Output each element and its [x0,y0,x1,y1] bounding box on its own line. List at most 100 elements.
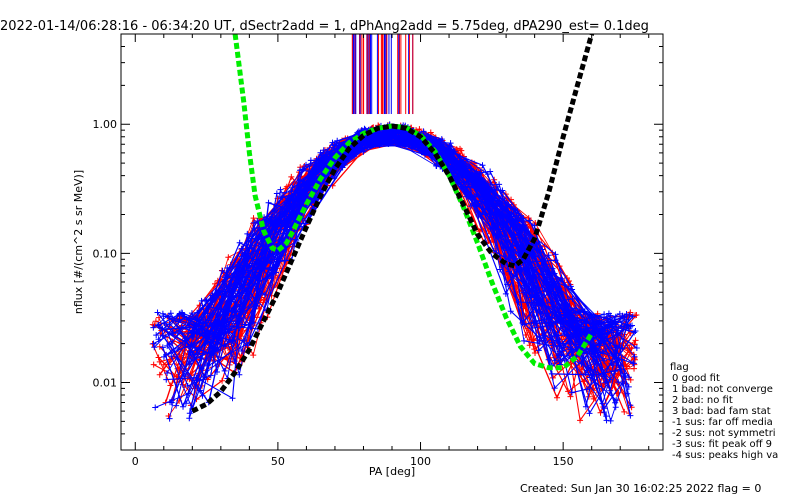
trace-marker [552,251,559,258]
trace-marker [300,166,307,173]
trace-marker [433,162,440,169]
trace-marker [427,129,434,136]
trace-marker [433,137,440,144]
trace-marker [164,369,171,376]
trace-marker [521,289,528,296]
trace-marker [633,344,640,351]
trace-marker [536,301,543,308]
trace-marker [307,157,314,164]
trace-marker [631,329,638,336]
trace-marker [545,356,552,363]
trace-marker [615,389,622,396]
trace-marker [625,374,632,381]
trace-marker [186,410,193,417]
trace-marker [598,335,605,342]
trace-marker [250,319,257,326]
trace-marker [334,137,341,144]
trace-marker [627,412,634,419]
trace-marker [174,345,181,352]
trace-marker [476,171,483,178]
trace-marker [566,318,573,325]
trace-marker [631,353,638,360]
trace-marker [447,140,454,147]
trace-line [191,136,605,336]
trace-marker [558,345,565,352]
legend-entry: 3 bad: bad fam stat [672,406,771,417]
trace-marker [533,241,540,248]
trace-marker [619,312,626,319]
trace-marker [477,169,484,176]
trace-marker [632,356,639,363]
trace-marker [166,415,173,422]
trace-marker [207,372,214,379]
trace-marker [474,180,481,187]
trace-marker [150,340,157,347]
trace-marker [526,342,533,349]
trace-marker [529,325,536,332]
legend-entry: -2 sus: not symmetri [672,428,776,439]
trace-marker [229,395,236,402]
trace-marker [505,256,512,263]
trace-marker [189,351,196,358]
trace-marker [612,399,619,406]
trace-marker [150,361,157,368]
trace-marker [552,257,559,264]
trace-marker [315,155,322,162]
trace-marker [583,386,590,393]
trace-marker [607,417,614,424]
trace-marker [621,408,628,415]
legend-title: flag [670,362,689,373]
data-lines-group [149,34,640,424]
trace-marker [615,379,622,386]
trace-marker [159,310,166,317]
trace-marker [173,402,180,409]
trace-marker [220,278,227,285]
trace-marker [364,144,371,151]
trace-marker [619,317,626,324]
trace-marker [219,377,226,384]
trace-marker [269,269,276,276]
trace-marker [258,235,265,242]
trace-marker [176,316,183,323]
trace-marker [475,201,482,208]
trace-marker [180,403,187,410]
trace-marker [508,210,515,217]
trace-marker [415,144,422,151]
trace-marker [377,130,384,137]
trace-marker [345,155,352,162]
trace-marker [504,281,511,288]
fit-curve [191,34,595,414]
trace-marker [236,239,243,246]
trace-marker [507,308,514,315]
trace-marker [251,225,258,232]
trace-marker [516,245,523,252]
trace-marker [627,309,634,316]
legend-entry: 2 bad: no fit [672,395,733,406]
trace-marker [502,290,509,297]
trace-marker [156,371,163,378]
trace-marker [231,358,238,365]
trace-marker [271,207,278,214]
legend-entry: -3 sus: fit peak off 9 [672,439,772,450]
trace-marker [446,142,453,149]
trace-marker [467,165,474,172]
trace-marker [616,342,623,349]
trace-marker [274,262,281,269]
trace-marker [298,183,305,190]
trace-marker [447,146,454,153]
trace-marker [625,383,632,390]
trace-marker [601,311,608,318]
trace-marker [597,409,604,416]
trace-marker [519,225,526,232]
x-tick-label: 100 [410,455,431,468]
trace-marker [261,291,268,298]
trace-marker [545,252,552,259]
trace-marker [549,265,556,272]
legend-entry: -4 sus: peaks high va [672,450,778,461]
trace-marker [557,357,564,364]
legend-entry: 1 bad: not converge [672,384,773,395]
trace-line [162,138,630,378]
trace-marker [165,313,172,320]
trace-marker [159,326,166,333]
trace-marker [273,226,280,233]
